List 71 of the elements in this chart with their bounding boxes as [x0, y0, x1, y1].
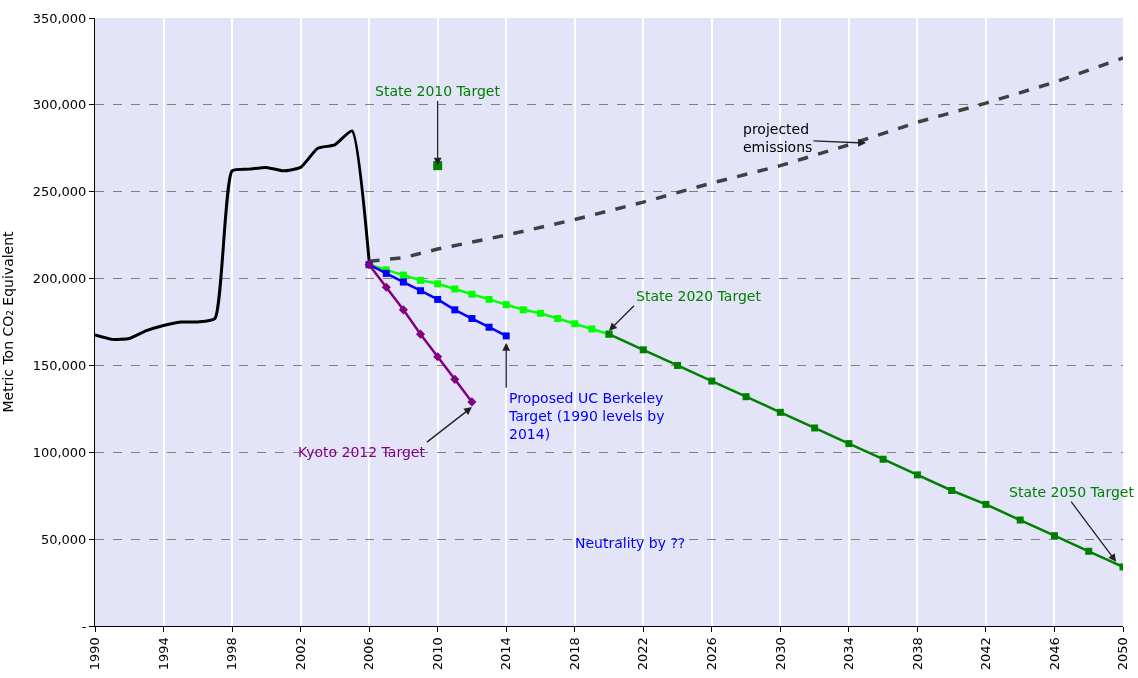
point: [451, 306, 459, 314]
y-tick-label: 100,000: [32, 444, 87, 460]
annotation: State 2050 Target: [1009, 484, 1135, 500]
x-tick-label: 2022: [635, 637, 651, 671]
annotation: Neutrality by ??: [575, 535, 686, 551]
point: [588, 325, 596, 333]
x-tick-label: 2006: [361, 637, 377, 671]
point: [399, 271, 407, 279]
annotation: State 2010 Target: [375, 83, 501, 99]
point: [485, 295, 493, 303]
x-tick-label: 2002: [292, 637, 308, 671]
point: [519, 306, 527, 314]
point: [536, 309, 544, 317]
y-tick-label: 350,000: [32, 10, 87, 26]
x-tick-label: 2014: [498, 637, 514, 671]
point: [502, 301, 510, 309]
point: [1016, 516, 1024, 524]
y-tick-label: 250,000: [32, 184, 87, 200]
point: [502, 332, 510, 340]
point: [674, 361, 682, 369]
point: [1050, 532, 1058, 540]
x-tick-label: 2010: [429, 637, 445, 671]
x-tick-label: 1998: [224, 637, 240, 671]
point: [948, 487, 956, 494]
annotation: Proposed UC Berkeley Target (1990 levels by 2014): [508, 390, 665, 443]
point: [468, 290, 476, 298]
x-tick-label: 2034: [841, 637, 857, 671]
point: [913, 471, 921, 479]
point: [982, 500, 990, 508]
point: [417, 287, 425, 295]
point: [451, 285, 459, 293]
point: [571, 320, 579, 328]
point: [467, 397, 477, 407]
point: [415, 329, 426, 339]
point: [742, 393, 750, 401]
point: [434, 295, 442, 303]
x-tick-label: 2026: [704, 637, 720, 671]
annotation: State 2020 Target: [636, 288, 762, 304]
point: [845, 440, 853, 448]
annotation: Kyoto 2012 Target: [298, 444, 426, 460]
x-tick-label: 1990: [87, 637, 103, 671]
y-axis-title: Metric Ton CO₂ Equivalent: [0, 230, 17, 413]
x-tick-label: 2038: [909, 637, 925, 671]
x-tick-label: 2018: [566, 637, 582, 671]
point: [434, 280, 442, 288]
point: [811, 424, 819, 432]
point: [468, 315, 476, 323]
x-tick-label: 2050: [1115, 637, 1131, 671]
x-tick-label: 2042: [978, 637, 994, 671]
point: [485, 323, 493, 331]
point: [776, 408, 784, 416]
y-tick-label: 200,000: [32, 271, 87, 287]
point: [554, 315, 562, 323]
point: [639, 346, 647, 354]
y-tick-label: -: [81, 618, 87, 634]
x-tick-label: 1994: [155, 637, 171, 671]
point: [1085, 547, 1093, 555]
y-tick-label: 50,000: [40, 531, 87, 547]
point: [708, 377, 716, 385]
x-tick-label: 2030: [772, 637, 788, 671]
y-tick-label: 150,000: [32, 357, 87, 373]
point: [398, 305, 408, 315]
point: [381, 282, 391, 292]
x-tick-label: 2046: [1046, 637, 1062, 671]
point: [433, 352, 443, 362]
point: [450, 374, 460, 384]
point: [417, 276, 425, 284]
point: [399, 278, 407, 286]
y-tick-label: 300,000: [32, 97, 87, 113]
annotation: projected emissions: [743, 121, 813, 156]
point: [879, 455, 887, 463]
